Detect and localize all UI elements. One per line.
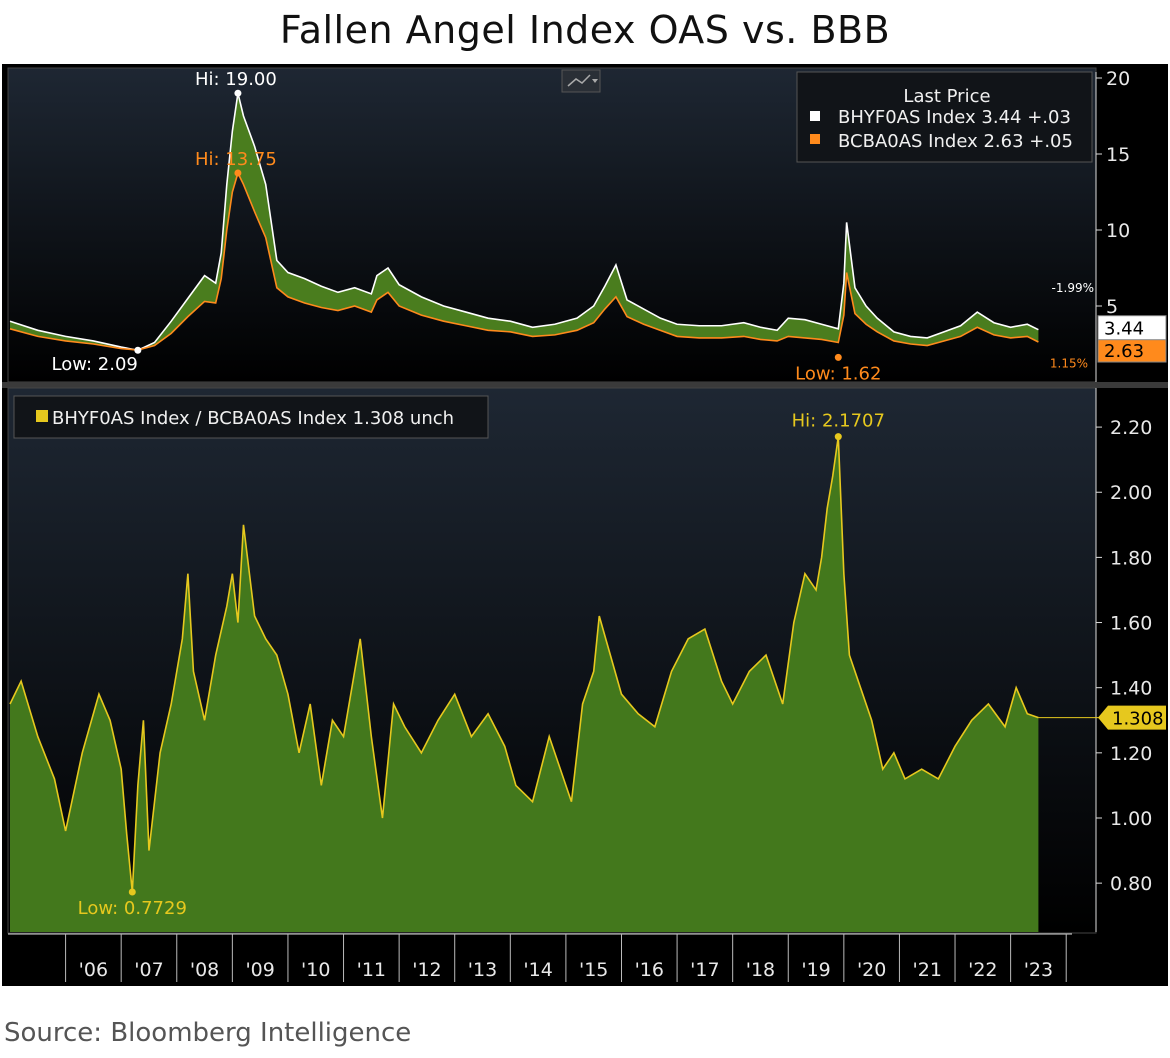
x-tick-label: '14 xyxy=(523,959,552,981)
panel-separator xyxy=(2,382,1168,388)
x-tick-label: '07 xyxy=(134,959,163,981)
top-legend: Last Price BHYF0AS Index 3.44 +.03 BCBA0… xyxy=(796,71,1093,163)
bottom-plot xyxy=(9,436,1039,932)
chart-frame: 20 15 10 5 2.20 2.00 1.80 1.60 1.40 1.20 1.00 0.80… xyxy=(2,64,1168,986)
x-tick-label: '08 xyxy=(190,959,219,981)
svg-text:2.63: 2.63 xyxy=(1104,341,1144,362)
bottom-y-tick-label: 1.40 xyxy=(1110,678,1152,700)
legend-entry-hy: BHYF0AS Index 3.44 +.03 xyxy=(838,107,1071,128)
annotations: Hi: 19.00 Hi: 13.75 Low: 2.09 Low: 1.62 -1.9… xyxy=(52,69,1167,919)
x-tick-label: '10 xyxy=(301,959,330,981)
annotation-label: Hi: 2.1707 xyxy=(792,411,885,432)
bottom-y-tick-label: 1.00 xyxy=(1110,808,1152,830)
x-tick-label: '13 xyxy=(468,959,497,981)
annotation-label: Low: 1.62 xyxy=(795,363,881,384)
x-axis: '06 '07 '08 '09 '10 '11 '12 '13 '14 '15 '16 '17 '18 '… xyxy=(8,933,1072,982)
annotation-marker xyxy=(134,346,142,354)
x-tick-label: '17 xyxy=(690,959,719,981)
pct-change-bbb: 1.15% xyxy=(1050,357,1088,371)
top-y-tick-label: 10 xyxy=(1106,220,1130,242)
pct-change-hy: -1.99% xyxy=(1052,281,1094,295)
bottom-y-tick-label: 0.80 xyxy=(1110,873,1152,895)
legend-swatch-hy xyxy=(810,111,820,121)
x-tick-label: '19 xyxy=(801,959,830,981)
annotation-marker xyxy=(234,169,242,177)
svg-text:3.44: 3.44 xyxy=(1104,319,1144,340)
series-line-bbb xyxy=(9,170,1039,351)
bottom-y-tick-label: 2.00 xyxy=(1110,482,1152,504)
x-tick-label: '20 xyxy=(857,959,886,981)
chevron-down-icon xyxy=(592,79,598,83)
chart-type-button[interactable] xyxy=(561,69,601,93)
top-y-tick-label: 15 xyxy=(1106,144,1130,166)
bottom-y-tick-label: 1.20 xyxy=(1110,743,1152,765)
x-tick-label: '06 xyxy=(79,959,108,981)
last-value-tag-ratio: 1.308 xyxy=(1098,705,1166,730)
legend-entry-ratio: BHYF0AS Index / BCBA0AS Index 1.308 unch xyxy=(52,408,454,429)
bottom-y-axis: 2.20 2.00 1.80 1.60 1.40 1.20 1.00 0.80 xyxy=(1095,388,1152,932)
page-title: Fallen Angel Index OAS vs. BBB xyxy=(279,8,891,52)
top-y-tick-label: 20 xyxy=(1106,68,1130,90)
annotation-marker xyxy=(128,888,136,896)
bottom-y-tick-label: 2.20 xyxy=(1110,417,1152,439)
top-y-axis: 20 15 10 5 xyxy=(1095,68,1130,382)
ratio-area xyxy=(10,436,1039,932)
x-tick-label: '16 xyxy=(635,959,664,981)
legend-entry-bbb: BCBA0AS Index 2.63 +.05 xyxy=(838,131,1073,152)
top-plot xyxy=(9,93,1039,352)
legend-swatch-bbb xyxy=(810,134,820,144)
series-line-hy xyxy=(9,93,1039,352)
annotation-label: Low: 0.7729 xyxy=(78,898,187,919)
chart-svg: 20 15 10 5 2.20 2.00 1.80 1.60 1.40 1.20 1.00 0.80… xyxy=(2,67,1168,982)
x-tick-label: '23 xyxy=(1024,959,1053,981)
bottom-legend: BHYF0AS Index / BCBA0AS Index 1.308 unch xyxy=(13,395,489,439)
bottom-y-tick-label: 1.80 xyxy=(1110,547,1152,569)
last-value-tag-hy: 3.44 xyxy=(1097,315,1167,341)
line-chart-icon xyxy=(567,74,591,87)
annotation-marker xyxy=(834,433,842,441)
x-tick-label: '09 xyxy=(245,959,274,981)
annotation-marker xyxy=(834,353,842,361)
source-note: Source: Bloomberg Intelligence xyxy=(4,1018,412,1048)
legend-header: Last Price xyxy=(903,86,990,107)
last-value-tag-bbb: 2.63 xyxy=(1097,337,1167,363)
x-tick-label: '12 xyxy=(412,959,441,981)
annotation-marker xyxy=(234,89,242,97)
annotation-label: Hi: 13.75 xyxy=(195,149,277,170)
bottom-y-tick-label: 1.60 xyxy=(1110,613,1152,635)
x-tick-label: '21 xyxy=(913,959,942,981)
svg-text:1.308: 1.308 xyxy=(1112,709,1164,730)
annotation-label: Hi: 19.00 xyxy=(195,69,277,90)
series-line-ratio xyxy=(9,436,1039,893)
top-y-tick-label: 5 xyxy=(1106,296,1118,318)
x-tick-label: '15 xyxy=(579,959,608,981)
legend-swatch-ratio xyxy=(36,410,48,422)
x-tick-label: '22 xyxy=(968,959,997,981)
annotation-label: Low: 2.09 xyxy=(52,354,138,375)
x-tick-label: '11 xyxy=(357,959,386,981)
x-tick-label: '18 xyxy=(746,959,775,981)
